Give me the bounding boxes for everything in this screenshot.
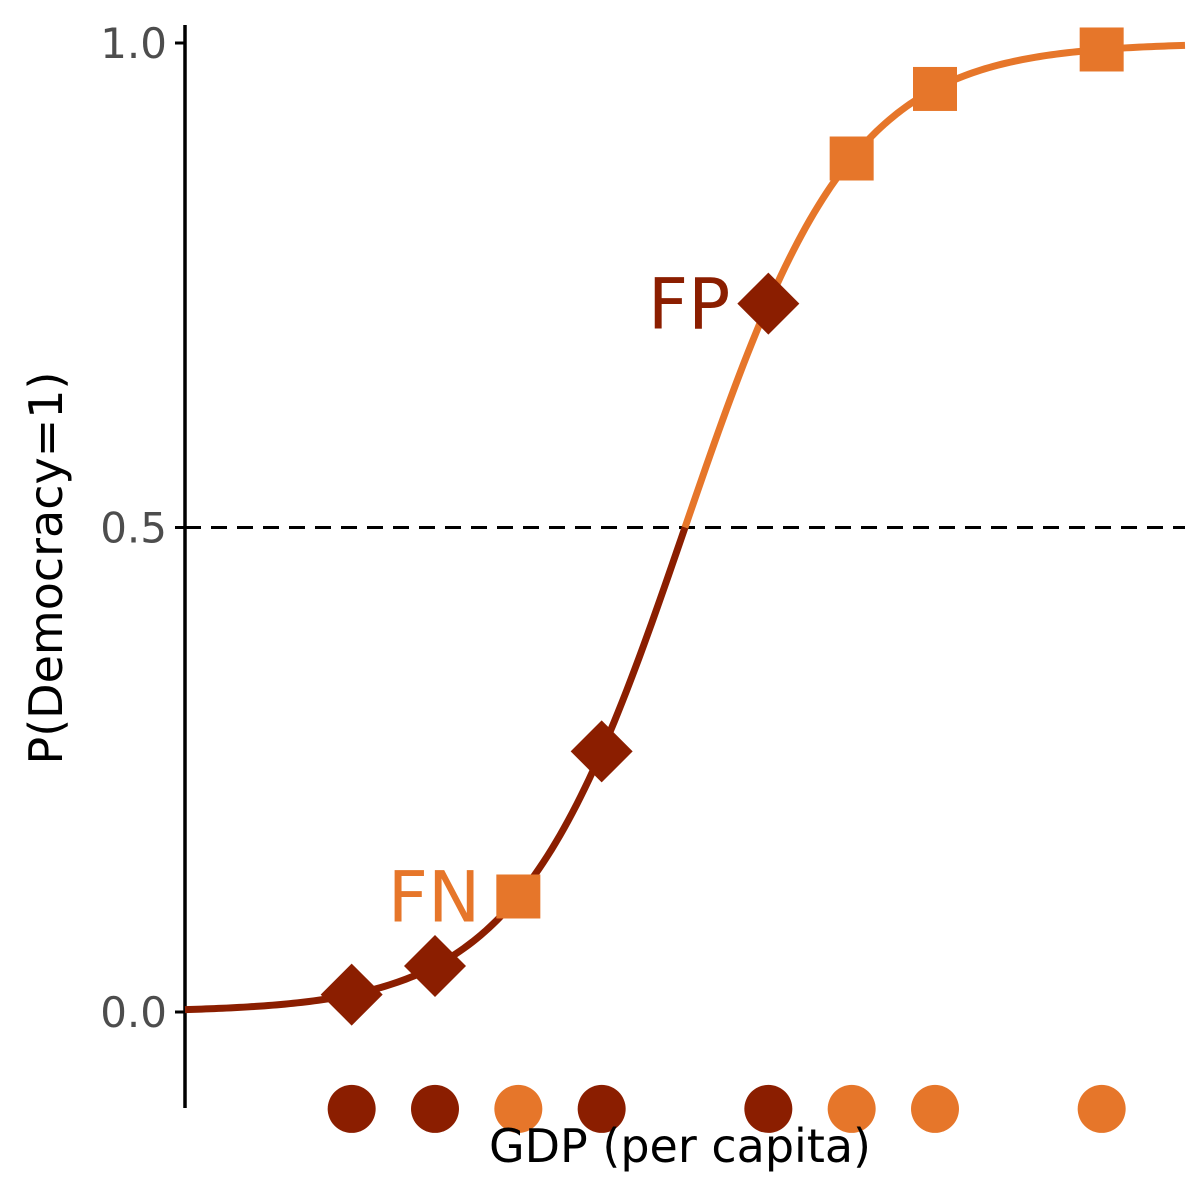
rug-point bbox=[327, 1084, 376, 1133]
y-tick-label: 1.0 bbox=[100, 19, 167, 68]
rug-layer bbox=[327, 1084, 1126, 1133]
diamond-point bbox=[320, 963, 383, 1026]
rug-point bbox=[911, 1084, 959, 1133]
rug-point bbox=[1077, 1084, 1126, 1133]
rug-point bbox=[411, 1084, 459, 1133]
y-tick-label: 0.5 bbox=[100, 504, 167, 553]
square-point bbox=[913, 66, 957, 111]
curve-layer bbox=[184, 41, 1186, 1014]
annotation-fn: FN bbox=[388, 856, 481, 938]
y-tick-label: 0.0 bbox=[100, 988, 167, 1037]
rug-point bbox=[744, 1084, 793, 1133]
y-axis: 0.0 0.5 1.0 bbox=[100, 19, 187, 1108]
square-point bbox=[496, 874, 541, 919]
annotation-fp: FP bbox=[648, 264, 730, 346]
diamond-point bbox=[737, 272, 800, 335]
diamond-point bbox=[570, 720, 633, 783]
rug-point bbox=[827, 1084, 876, 1133]
rug-point bbox=[577, 1084, 626, 1133]
diamond-point bbox=[404, 935, 466, 998]
points-layer bbox=[320, 27, 1124, 1026]
annot-layer: FN FP bbox=[388, 264, 731, 939]
rug-point bbox=[494, 1084, 543, 1133]
square-point bbox=[829, 136, 874, 181]
x-axis-title: GDP (per capita) bbox=[489, 1119, 871, 1173]
y-axis-title: P(Democracy=1) bbox=[19, 371, 73, 764]
square-point bbox=[1079, 27, 1124, 72]
